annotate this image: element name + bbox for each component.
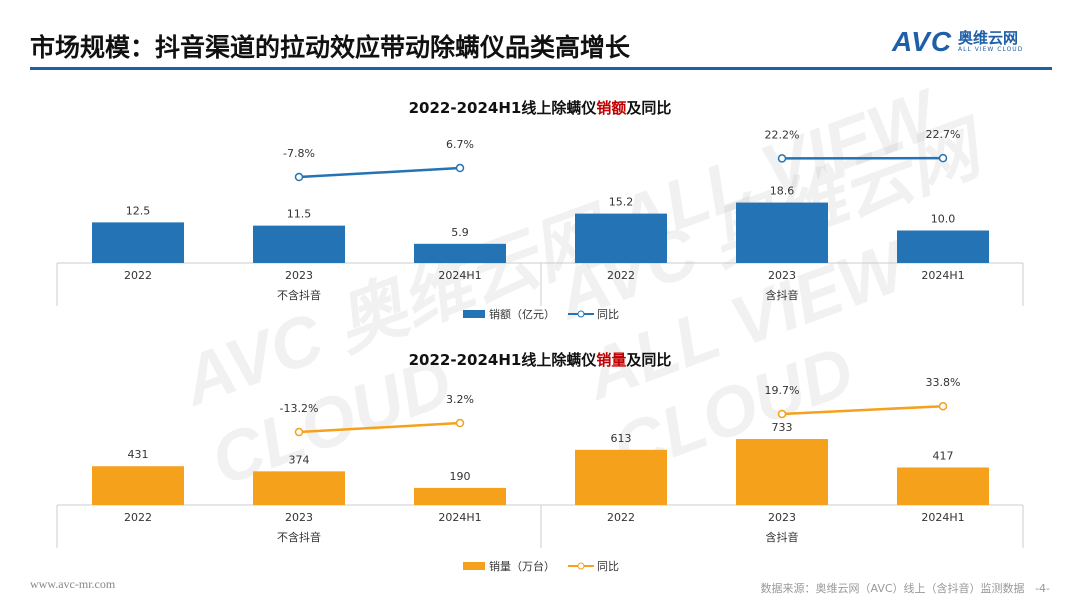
yoy-point <box>938 401 948 411</box>
yoy-label: 6.7% <box>446 138 474 151</box>
bar-value-label: 190 <box>450 470 471 483</box>
legend-bar-label: 销额（亿元） <box>489 307 555 321</box>
bar <box>897 230 989 263</box>
bar-value-label: 15.2 <box>609 196 634 209</box>
x-tick-label: 2024H1 <box>438 269 481 282</box>
bar-value-label: 10.0 <box>931 213 956 226</box>
yoy-point <box>294 172 304 182</box>
bar <box>253 471 345 505</box>
x-tick-label: 2023 <box>285 511 313 524</box>
yoy-line <box>298 421 461 434</box>
x-tick-label: 2022 <box>607 511 635 524</box>
bar <box>414 243 506 263</box>
yoy-point <box>294 427 304 437</box>
bar <box>92 222 184 263</box>
bar <box>897 467 989 505</box>
yoy-point <box>938 153 948 163</box>
x-tick-label: 2022 <box>607 269 635 282</box>
chart-title: 2022-2024H1线上除螨仪销额及同比 <box>409 99 672 117</box>
yoy-label: 19.7% <box>765 384 800 397</box>
footer-source: 数据来源：奥维云网（AVC）线上（含抖音）监测数据 -4- <box>761 580 1050 596</box>
yoy-label: -13.2% <box>280 402 319 415</box>
yoy-label: -7.8% <box>283 147 315 160</box>
yoy-label: 22.2% <box>765 128 800 141</box>
bar-value-label: 18.6 <box>770 185 795 198</box>
group-label: 不含抖音 <box>277 288 321 302</box>
yoy-point <box>777 154 787 163</box>
x-tick-label: 2022 <box>124 511 152 524</box>
yoy-label: 33.8% <box>926 376 961 389</box>
bar <box>414 487 506 505</box>
legend-bar-swatch <box>463 562 485 570</box>
yoy-line <box>781 404 944 416</box>
yoy-label: 22.7% <box>926 128 961 141</box>
title-divider <box>30 67 1052 70</box>
bar <box>575 213 667 263</box>
x-tick-label: 2024H1 <box>921 269 964 282</box>
bar-value-label: 613 <box>611 432 632 445</box>
bar <box>253 225 345 263</box>
bar-value-label: 5.9 <box>451 226 469 239</box>
footer-url: www.avc-mr.com <box>30 577 116 591</box>
avc-logo: AVC 奥维云网 ALL VIEW CLOUD <box>892 26 1023 58</box>
legend-line-marker <box>577 562 585 570</box>
logo-text: AVC <box>892 26 953 57</box>
bar-value-label: 417 <box>933 449 954 462</box>
legend-line-label: 同比 <box>597 308 619 321</box>
x-tick-label: 2023 <box>285 269 313 282</box>
bar-value-label: 11.5 <box>287 208 312 221</box>
x-tick-label: 2024H1 <box>438 511 481 524</box>
logo-cn: 奥维云网 <box>958 29 1019 47</box>
logo-en: ALL VIEW CLOUD <box>958 46 1024 53</box>
chart-title: 2022-2024H1线上除螨仪销量及同比 <box>409 351 672 369</box>
group-label: 不含抖音 <box>277 530 321 544</box>
legend-line-marker <box>577 310 585 318</box>
x-tick-label: 2023 <box>768 511 796 524</box>
bar-value-label: 12.5 <box>126 204 151 217</box>
x-tick-label: 2024H1 <box>921 511 964 524</box>
yoy-point <box>455 163 465 173</box>
x-tick-label: 2023 <box>768 269 796 282</box>
group-label: 含抖音 <box>766 530 799 544</box>
bar-value-label: 733 <box>772 421 793 434</box>
source-text: 数据来源：奥维云网（AVC）线上（含抖音）监测数据 <box>760 582 1025 595</box>
bar <box>575 449 667 505</box>
yoy-point <box>777 409 787 419</box>
yoy-line <box>298 166 461 179</box>
legend-bar-label: 销量（万台） <box>489 559 555 573</box>
bar <box>736 202 828 263</box>
page-title: 市场规模：抖音渠道的拉动效应带动除螨仪品类高增长 <box>30 33 631 62</box>
group-label: 含抖音 <box>766 288 799 302</box>
legend-bar-swatch <box>463 310 485 318</box>
bar-value-label: 374 <box>289 453 310 466</box>
yoy-point <box>455 418 465 428</box>
yoy-label: 3.2% <box>446 393 474 406</box>
legend-line-label: 同比 <box>597 560 619 573</box>
page-number: -4- <box>1035 582 1050 595</box>
x-tick-label: 2022 <box>124 269 152 282</box>
bar <box>736 439 828 505</box>
bar-value-label: 431 <box>128 448 149 461</box>
bar <box>92 466 184 505</box>
